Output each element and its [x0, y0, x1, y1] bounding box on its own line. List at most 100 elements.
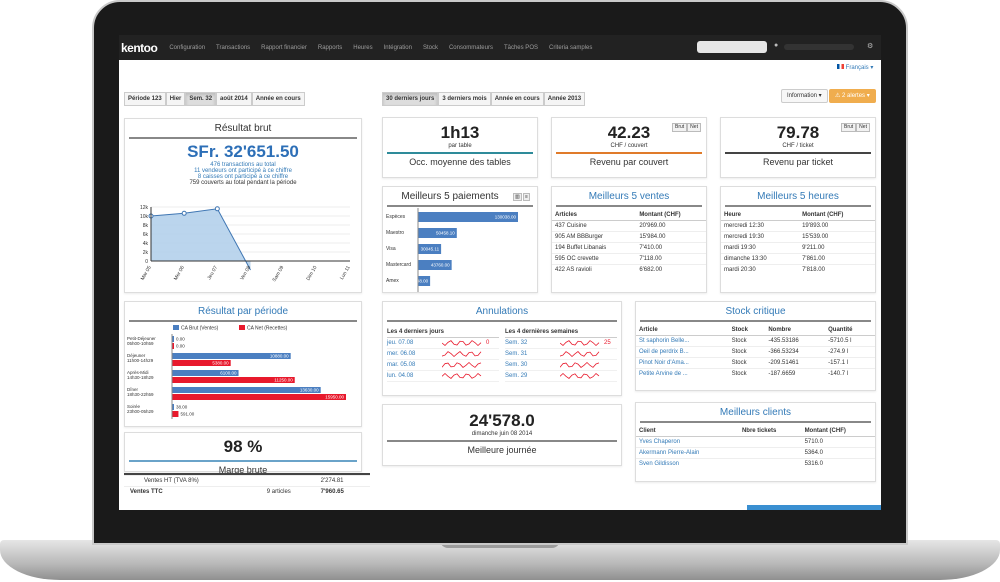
col-header: Nombre: [765, 325, 826, 336]
divider: [725, 205, 871, 207]
nav-item-hours[interactable]: Heures: [353, 44, 373, 51]
nav-item-consumers[interactable]: Consommateurs: [448, 44, 493, 51]
nav-item-stock[interactable]: Stock: [422, 44, 438, 51]
data-point: [181, 210, 187, 216]
chart-view-icon[interactable]: ▥: [513, 193, 522, 201]
x-tick-label: Sam 09: [272, 265, 286, 283]
store-select[interactable]: [697, 41, 767, 53]
totals-value: 7'960.65: [317, 486, 370, 497]
cancel-date-link[interactable]: Sem. 32: [505, 340, 528, 346]
cell: -187.6659: [765, 368, 826, 379]
best-sales-table: Articles Montant (CHF) 437 Cuisine 20'969.…: [552, 210, 706, 275]
period-right-0[interactable]: 30 derniers jours: [382, 92, 439, 106]
period-left-2[interactable]: Sem. 32: [185, 92, 217, 106]
period-right-1[interactable]: 3 derniers mois: [438, 92, 491, 106]
period-left-0[interactable]: Période 123: [124, 92, 166, 106]
x-tick-label: Mer 06: [173, 265, 186, 282]
kpi-label: Revenu par couvert: [589, 157, 669, 167]
cancel-date-link[interactable]: mar. 05.08: [387, 362, 416, 368]
category-label: Visa: [386, 246, 396, 252]
user-icon[interactable]: ●: [774, 42, 779, 49]
period-right-3[interactable]: Année 2013: [543, 92, 586, 106]
language-selector[interactable]: Français ▾: [837, 64, 873, 71]
nav-item-integration[interactable]: Intégration: [383, 44, 412, 51]
table-row: mercredi 12:30 19'893.00: [721, 220, 875, 232]
floating-action-tab[interactable]: [747, 505, 881, 510]
cancel-date-link[interactable]: Sem. 31: [505, 351, 528, 357]
totals-value: 2'274.81: [317, 475, 370, 487]
gear-icon[interactable]: ⚙: [867, 43, 874, 50]
totals-row: Ventes HT (TVA 8%) 2'274.81: [124, 475, 370, 487]
sparkline-path: [560, 372, 600, 379]
information-button[interactable]: Information ▾: [781, 89, 828, 103]
totals-table: Ventes HT (TVA 8%) 2'274.81 Ventes TTC 9 a…: [124, 473, 370, 497]
col-header: Les 4 dernières semaines: [505, 329, 617, 338]
cell: 422 AS ravioli: [552, 264, 637, 275]
cell: 5364.0: [801, 447, 875, 459]
nav-item-pos-tasks[interactable]: Tâches POS: [503, 44, 538, 51]
brut-net-toggle[interactable]: Brut Net: [841, 123, 870, 132]
period-left-1[interactable]: Hier: [165, 92, 186, 106]
critical-stock-panel: Stock critique Article Stock Nombre Quantit…: [635, 301, 876, 391]
client-link[interactable]: Yves Chaperon: [636, 436, 739, 448]
best-sales-title: Meilleurs 5 ventes: [588, 191, 670, 202]
stock-article-link[interactable]: Oeil de perdrix B...: [636, 346, 729, 358]
nav-item-transactions[interactable]: Transactions: [216, 44, 251, 51]
stock-article-link[interactable]: St saphorin Belle...: [636, 335, 729, 347]
period-left-3[interactable]: août 2014: [216, 92, 252, 106]
nav-item-reports[interactable]: Rapports: [317, 44, 343, 51]
cancel-date-link[interactable]: Sem. 29: [505, 373, 528, 379]
cell: Stock: [728, 368, 766, 379]
y-tick-label: 6k: [143, 232, 149, 238]
toggle-brut[interactable]: Brut: [672, 123, 688, 132]
cell: Stock: [728, 346, 766, 358]
table-row: Pinot Noir d'Ama... Stock -209.51461 -157.1…: [636, 357, 875, 369]
cell: 437 Cuisine: [552, 220, 637, 232]
toggle-net[interactable]: Net: [856, 123, 870, 132]
col-header: Montant (CHF): [636, 210, 706, 221]
client-link[interactable]: Akermann Pierre-Alain: [636, 447, 739, 459]
period-result-panel: Résultat par période CA Brut (Ventes) CA …: [124, 301, 362, 427]
nav-item-criteria-samples[interactable]: Criteria samples: [548, 44, 593, 51]
cell: 905 AM BBBurger: [552, 231, 637, 243]
cancel-row: mer. 06.08: [387, 349, 499, 360]
bar-label: 10880.00: [270, 354, 289, 359]
x-tick-label: Ven 08: [239, 265, 252, 282]
cell: 9'211.00: [799, 242, 875, 254]
cancel-days: Les 4 derniers jours jeu. 07.08 0 mer. 06.…: [387, 329, 499, 382]
brut-net-toggle[interactable]: Brut Net: [672, 123, 701, 132]
cancel-date-link[interactable]: jeu. 07.08: [387, 340, 414, 346]
list-view-icon[interactable]: ≡: [523, 193, 530, 201]
bar-label: 13630.00: [300, 388, 319, 393]
bar-label: 15950.00: [325, 395, 344, 400]
sparkline-path: [442, 351, 482, 358]
period-left-4[interactable]: Année en cours: [251, 92, 305, 106]
cancel-date-link[interactable]: Sem. 30: [505, 362, 528, 368]
period-right-2[interactable]: Année en cours: [490, 92, 544, 106]
clients-title: Meilleurs clients: [719, 407, 792, 418]
nav-item-financial-report[interactable]: Rapport financier: [261, 44, 307, 51]
toggle-brut[interactable]: Brut: [841, 123, 857, 132]
user-name[interactable]: [784, 44, 854, 50]
col-header: Montant (CHF): [799, 210, 875, 221]
client-link[interactable]: Sven Gildisson: [636, 458, 739, 469]
bar-label: 30045.11: [421, 247, 440, 252]
cancel-row: Sem. 29: [505, 371, 617, 382]
cancel-date-link[interactable]: mer. 06.08: [387, 351, 416, 357]
cancel-date-link[interactable]: lun. 04.08: [387, 373, 414, 379]
divider: [640, 421, 871, 423]
divider: [556, 205, 702, 207]
category-label: Espèces: [386, 214, 406, 220]
alerts-button[interactable]: ⚠ 2 alertes ▾: [829, 89, 876, 103]
toggle-net[interactable]: Net: [687, 123, 701, 132]
category-label: Petit-Déjeuner: [127, 336, 156, 341]
stock-article-link[interactable]: Pinot Noir d'Ama...: [636, 357, 729, 369]
y-tick-label: 10k: [140, 214, 149, 220]
nav-item-configuration[interactable]: Configuration: [169, 44, 206, 51]
cell: 7'410.00: [636, 242, 706, 254]
bar: [172, 360, 231, 366]
stock-article-link[interactable]: Petite Arvine de ...: [636, 368, 729, 379]
y-tick-label: 12k: [140, 205, 149, 211]
best-day-value: 24'578.0: [469, 411, 535, 430]
app-logo[interactable]: kentoo: [121, 40, 158, 55]
